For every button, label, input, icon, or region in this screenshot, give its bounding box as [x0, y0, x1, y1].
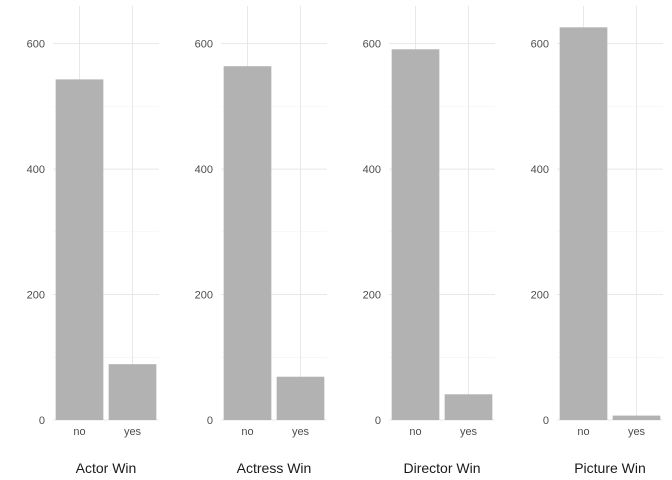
- y-tick-label: 400: [363, 164, 381, 176]
- y-tick-label: 600: [27, 39, 45, 51]
- x-axis-title: Actress Win: [237, 460, 312, 476]
- x-tick-label: yes: [460, 426, 478, 438]
- y-tick-label: 200: [363, 290, 381, 302]
- bar-no: [559, 27, 608, 421]
- panel-2: 0 200 400 600 no yes Actress Win: [195, 6, 327, 476]
- panel-3: 0 200 400 600 no yes Director Win: [363, 6, 495, 476]
- x-axis-title: Actor Win: [76, 460, 137, 476]
- x-tick-label: yes: [124, 426, 142, 438]
- panel-4: 0 200 400 600 no yes Picture Win: [531, 6, 663, 476]
- bar-no: [223, 66, 272, 420]
- x-tick-label: no: [577, 426, 589, 438]
- x-tick-label: yes: [628, 426, 646, 438]
- y-tick-label: 400: [195, 164, 213, 176]
- y-tick-label: 400: [531, 164, 549, 176]
- y-tick-label: 0: [375, 415, 381, 427]
- x-tick-label: no: [73, 426, 85, 438]
- x-axis-title: Director Win: [403, 460, 480, 476]
- y-tick-label: 400: [27, 164, 45, 176]
- x-tick-label: no: [409, 426, 421, 438]
- panel-1: 0 200 400 600 no yes Actor Win: [27, 6, 159, 476]
- y-tick-label: 200: [27, 290, 45, 302]
- x-tick-label: yes: [292, 426, 310, 438]
- bar-no: [391, 49, 440, 420]
- y-tick-label: 200: [195, 290, 213, 302]
- bar-yes: [276, 376, 325, 420]
- bar-yes: [612, 415, 661, 420]
- y-tick-label: 600: [363, 39, 381, 51]
- bar-no: [55, 79, 104, 421]
- bar-yes: [108, 364, 157, 420]
- x-tick-label: no: [241, 426, 253, 438]
- y-tick-label: 0: [207, 415, 213, 427]
- y-tick-label: 600: [195, 39, 213, 51]
- x-axis-title: Picture Win: [574, 460, 646, 476]
- y-tick-label: 200: [531, 290, 549, 302]
- bar-yes: [444, 394, 493, 420]
- y-tick-label: 0: [543, 415, 549, 427]
- y-tick-label: 0: [39, 415, 45, 427]
- y-tick-label: 600: [531, 39, 549, 51]
